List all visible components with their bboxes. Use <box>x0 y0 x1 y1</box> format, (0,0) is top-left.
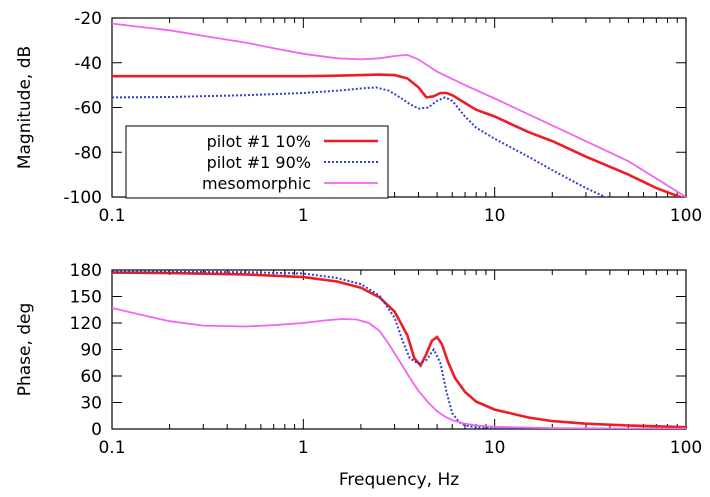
phase-y-tick-label: 150 <box>70 288 102 308</box>
legend-label: pilot #1 10% <box>207 132 311 151</box>
magnitude-x-tick-label: 0.1 <box>98 206 125 226</box>
magnitude-y-tick-label: -20 <box>74 9 102 29</box>
magnitude-x-tick-label: 1 <box>298 206 309 226</box>
phase-series-line-1 <box>112 271 686 429</box>
magnitude-y-tick-label: -60 <box>74 99 102 119</box>
phase-plot: 0.1 1 10 100 180 150 120 90 60 30 0 Phase, deg Frequ… <box>15 261 702 490</box>
magnitude-x-tick-label: 100 <box>670 206 702 226</box>
phase-x-tick-label: 10 <box>484 438 506 458</box>
phase-y-axis-title: Phase, deg <box>15 303 35 397</box>
phase-y-tick-label: 30 <box>80 394 102 414</box>
phase-x-tick-label: 1 <box>298 438 309 458</box>
phase-y-tick-label: 180 <box>70 261 102 281</box>
magnitude-y-tick-label: -40 <box>74 54 102 74</box>
phase-x-tick-label: 0.1 <box>98 438 125 458</box>
phase-y-tick-label: 120 <box>70 314 102 334</box>
magnitude-y-tick-label: -80 <box>74 143 102 163</box>
legend-label: mesomorphic <box>202 174 311 193</box>
phase-y-tick-label: 90 <box>80 341 102 361</box>
legend-label: pilot #1 90% <box>207 153 311 172</box>
magnitude-x-tick-label: 10 <box>484 206 506 226</box>
magnitude-plot: 0.1 1 10 100 -20 -40 -60 -80 -100 Magnitude, dB pi… <box>15 9 702 226</box>
phase-x-tick-label: 100 <box>670 438 702 458</box>
phase-y-tick-label: 0 <box>91 420 102 440</box>
magnitude-y-axis-title: Magnitude, dB <box>15 46 35 169</box>
magnitude-y-tick-label: -100 <box>63 188 102 208</box>
magnitude-series-line-3 <box>112 22 686 197</box>
phase-series-line-2 <box>112 270 686 429</box>
phase-y-tick-label: 60 <box>80 367 102 387</box>
magnitude-series-line-1 <box>112 73 684 197</box>
magnitude-series-line-2 <box>112 86 608 197</box>
phase-x-axis-title: Frequency, Hz <box>339 470 459 490</box>
phase-plot-frame <box>111 269 687 430</box>
phase-series-line-3 <box>112 307 686 429</box>
